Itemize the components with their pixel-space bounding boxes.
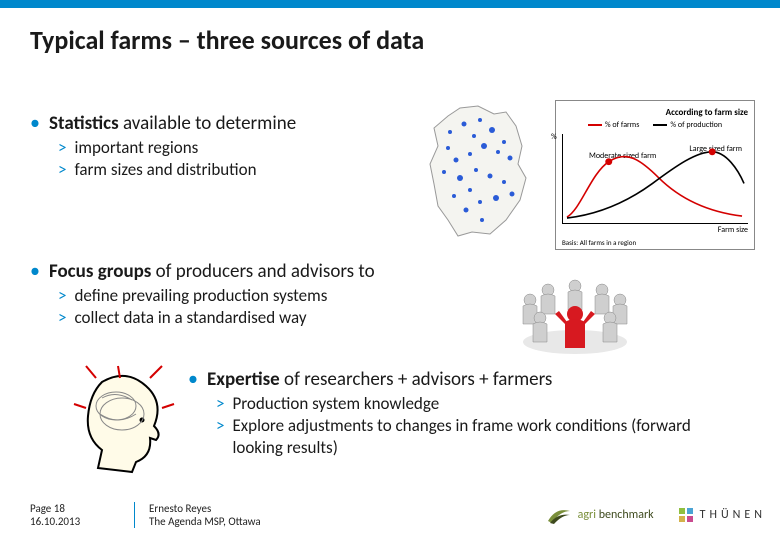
legend-line-icon [588,124,602,126]
thunen-text: THÜNEN [700,508,766,522]
farm-size-chart: According to farm size % of farms % of p… [555,100,755,250]
bullet-text: Focus groups of producers and advisors t… [49,260,375,283]
bullet-dot-icon: • [30,261,40,281]
sub-row: ˃ important regions [58,137,450,158]
chart-basis: Basis: All farms in a region [562,238,748,247]
bullet-focus-groups: • Focus groups of producers and advisors… [30,260,490,329]
bullet-dot-icon: • [188,369,198,389]
chevron-icon: ˃ [58,285,66,306]
sub-text: Explore adjustments to changes in frame … [232,415,698,458]
sub-row: ˃ collect data in a standardised way [58,307,490,328]
legend-item: % of farms [588,120,639,130]
chevron-icon: ˃ [216,415,224,436]
slide-footer: Page 18 16.10.2013 Ernesto Reyes The Age… [30,502,766,528]
chart-legend: % of farms % of production [562,120,748,130]
bullet-text: Expertise of researchers + advisors + fa… [207,368,552,391]
bullet-statistics: • Statistics available to determine ˃ imp… [30,112,450,181]
slide-date: 16.10.2013 [30,515,120,528]
thunen-logo: THÜNEN [678,507,766,523]
bullet-row: • Statistics available to determine [30,112,450,135]
author-name: Ernesto Reyes [149,502,546,515]
venue: The Agenda MSP, Ottawa [149,515,546,528]
sub-text: Production system knowledge [232,393,439,414]
focus-group-graphic [510,260,640,360]
chevron-icon: ˃ [58,159,66,180]
sub-row: ˃ Explore adjustments to changes in frame… [216,415,698,458]
bullet-expertise: • Expertise of researchers + advisors + … [188,368,698,459]
marker-large [709,148,716,155]
agri-benchmark-logo: agri benchmark [546,505,654,525]
chevron-icon: ˃ [58,307,66,328]
sub-text: collect data in a standardised way [74,307,306,328]
sub-row: ˃ farm sizes and distribution [58,159,450,180]
legend-line-icon [653,124,667,126]
expertise-head-graphic [72,364,176,474]
chevron-icon: ˃ [58,137,66,158]
bullet-row: • Focus groups of producers and advisors… [30,260,490,283]
marker-moderate [605,158,612,165]
legend-item: % of production [653,120,722,130]
sub-row: ˃ Production system knowledge [216,393,698,414]
chart-title: According to farm size [562,107,748,118]
sub-text: important regions [74,137,198,158]
slide: Typical farms – three sources of data • … [0,0,780,540]
footer-page-date: Page 18 16.10.2013 [30,502,120,528]
page-number: Page 18 [30,502,120,515]
x-axis-label: Farm size [562,225,748,235]
footer-logos: agri benchmark THÜNEN [546,505,766,525]
sub-row: ˃ define prevailing production systems [58,285,490,306]
thunen-mark-icon [678,507,694,523]
y-axis-label: % [551,132,557,142]
farms-curve [567,157,742,218]
sub-text: farm sizes and distribution [74,159,256,180]
chevron-icon: ˃ [216,393,224,414]
bullet-row: • Expertise of researchers + advisors + … [188,368,698,391]
footer-separator [134,502,135,528]
production-curve [567,152,744,218]
footer-author-venue: Ernesto Reyes The Agenda MSP, Ottawa [149,502,546,528]
bullet-text: Statistics available to determine [49,112,296,135]
slide-title: Typical farms – three sources of data [30,24,424,56]
chart-axes: % Large sized farm Moderate sized farm [562,134,748,224]
bullet-dot-icon: • [30,113,40,133]
germany-map-graphic [420,102,540,242]
agri-swoosh-icon [546,505,572,525]
sub-text: define prevailing production systems [74,285,327,306]
title-bar [0,0,780,8]
